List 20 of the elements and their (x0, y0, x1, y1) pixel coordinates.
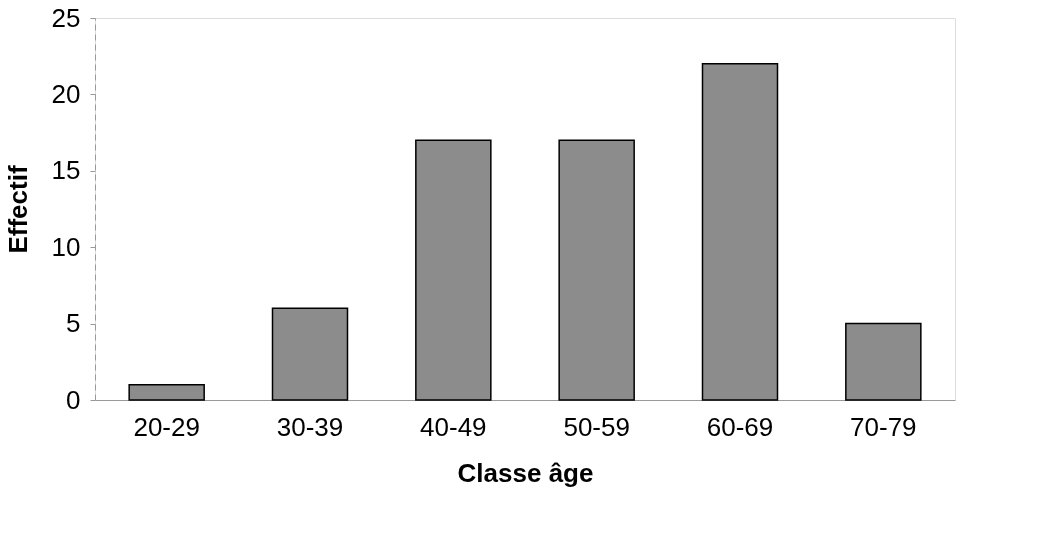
y-tick-label: 25 (51, 2, 81, 33)
y-tick-label: 15 (51, 155, 81, 186)
x-axis-title: Classe âge (457, 457, 594, 488)
y-tick-label: 10 (51, 231, 81, 262)
bar (701, 63, 779, 401)
y-tick-label: 20 (51, 78, 81, 109)
x-tick-label: 70-79 (850, 411, 917, 442)
y-tick-label: 0 (66, 384, 81, 415)
y-axis-title: Effectif (2, 165, 33, 254)
x-tick-label: 40-49 (420, 411, 487, 442)
x-tick-label: 30-39 (276, 411, 344, 442)
bar (271, 307, 349, 401)
bar (845, 322, 922, 401)
bar (128, 383, 205, 401)
x-tick-label: 20-29 (133, 411, 200, 442)
y-tick-label: 5 (66, 308, 81, 339)
x-tick-label: 50-59 (563, 411, 630, 442)
bar (558, 139, 635, 401)
x-tick-label: 60-69 (706, 411, 774, 442)
bar (415, 139, 492, 401)
